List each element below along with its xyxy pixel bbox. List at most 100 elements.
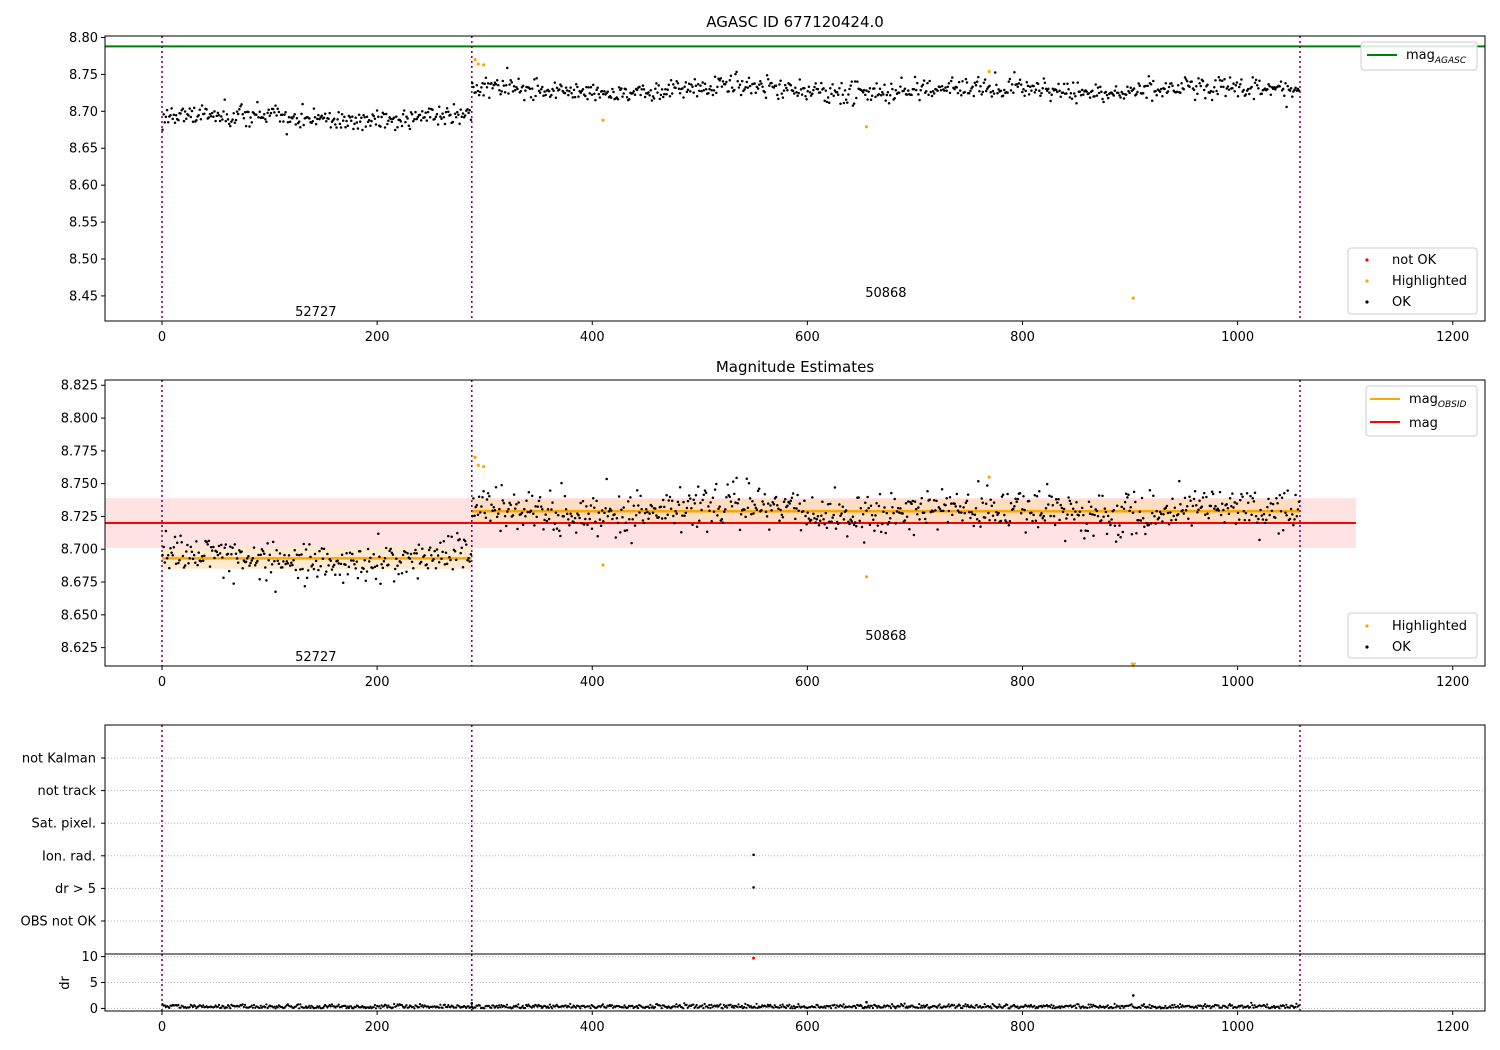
- ok-point: [395, 115, 398, 118]
- ok-point: [657, 84, 660, 87]
- ok-point: [317, 568, 320, 572]
- dr-point: [635, 1005, 639, 1008]
- ok-point: [367, 118, 371, 122]
- ok-point: [964, 501, 968, 504]
- ok-point: [436, 123, 440, 126]
- highlighted-point: [1131, 296, 1135, 300]
- dr-point: [474, 1006, 477, 1009]
- ok-point: [862, 541, 866, 544]
- ok-point: [756, 489, 760, 493]
- ok-point: [481, 496, 484, 499]
- ok-point: [640, 88, 643, 91]
- ok-point: [1032, 84, 1035, 88]
- ok-point: [661, 95, 665, 99]
- ok-point: [694, 84, 698, 87]
- ok-point: [738, 528, 742, 532]
- dr-point: [651, 1005, 654, 1008]
- ok-point: [1266, 87, 1269, 91]
- ok-point: [286, 120, 290, 124]
- ok-point: [1001, 493, 1005, 496]
- ok-point: [186, 543, 189, 547]
- dr-point: [243, 1003, 247, 1007]
- ok-point: [643, 511, 647, 515]
- ok-point: [681, 514, 684, 517]
- dr-point: [868, 1006, 871, 1009]
- ok-point: [1196, 510, 1199, 514]
- ok-point: [218, 119, 222, 123]
- ok-point: [208, 112, 212, 116]
- ok-point: [336, 559, 339, 562]
- ok-point: [641, 519, 645, 522]
- ok-point: [957, 511, 961, 514]
- ok-point: [1127, 89, 1130, 93]
- ok-point: [870, 94, 874, 97]
- y-tick-label: 8.55: [69, 216, 98, 231]
- dr-point: [969, 1006, 972, 1009]
- ok-point: [983, 516, 987, 519]
- ok-point: [1284, 511, 1287, 514]
- dr-point: [536, 1005, 539, 1008]
- ok-point: [348, 551, 352, 554]
- ok-point: [881, 90, 884, 94]
- ok-point: [311, 120, 315, 123]
- ok-point: [796, 493, 799, 497]
- ok-point: [1226, 85, 1230, 88]
- ok-point: [521, 523, 525, 526]
- ok-point: [1113, 89, 1117, 93]
- ok-point: [440, 557, 443, 560]
- ok-point: [370, 119, 373, 123]
- ok-point: [480, 505, 483, 508]
- ok-point: [187, 114, 190, 117]
- ok-point: [1192, 88, 1196, 92]
- dr-point: [1122, 1006, 1125, 1009]
- ok-point: [1033, 493, 1037, 497]
- ok-point: [602, 92, 605, 96]
- ok-point: [1239, 83, 1242, 86]
- ok-point: [1069, 91, 1073, 95]
- ok-point: [499, 93, 502, 96]
- ok-point: [857, 496, 860, 499]
- ok-point: [476, 513, 480, 516]
- ok-point: [1100, 90, 1103, 93]
- ok-point: [1069, 502, 1073, 505]
- ok-point: [753, 503, 756, 506]
- ok-point: [208, 565, 212, 568]
- ok-point: [551, 87, 554, 91]
- dr-point: [701, 1004, 704, 1007]
- ok-point: [695, 94, 699, 98]
- ok-point: [178, 558, 181, 562]
- ok-point: [856, 80, 859, 83]
- ok-point: [1074, 95, 1077, 98]
- ok-point: [707, 505, 710, 508]
- ok-point: [264, 117, 267, 121]
- ok-point: [231, 546, 234, 549]
- dr-point: [622, 1006, 625, 1009]
- ok-point: [689, 497, 692, 500]
- ok-point: [552, 528, 555, 531]
- ok-point: [431, 108, 434, 111]
- ok-point: [393, 567, 397, 571]
- dr-point: [998, 1003, 1001, 1006]
- ok-point: [363, 559, 366, 562]
- ok-point: [445, 562, 449, 565]
- ok-point: [962, 506, 965, 509]
- ok-point: [1094, 83, 1097, 86]
- ok-point: [286, 562, 290, 565]
- ok-point: [497, 83, 500, 87]
- dr-point: [1028, 1005, 1031, 1008]
- ok-point: [597, 92, 601, 96]
- ok-point: [334, 123, 337, 126]
- ok-point: [1120, 505, 1123, 509]
- ok-point: [404, 550, 407, 554]
- ok-point: [500, 483, 503, 487]
- ok-point: [945, 89, 948, 92]
- ok-point: [466, 559, 469, 562]
- ok-point: [209, 545, 213, 549]
- ok-point: [1026, 84, 1030, 88]
- ok-point: [284, 110, 287, 114]
- ok-point: [1155, 509, 1158, 513]
- ok-point: [945, 496, 948, 500]
- ok-point: [842, 101, 846, 105]
- ok-point: [931, 510, 935, 513]
- ok-point: [250, 121, 254, 124]
